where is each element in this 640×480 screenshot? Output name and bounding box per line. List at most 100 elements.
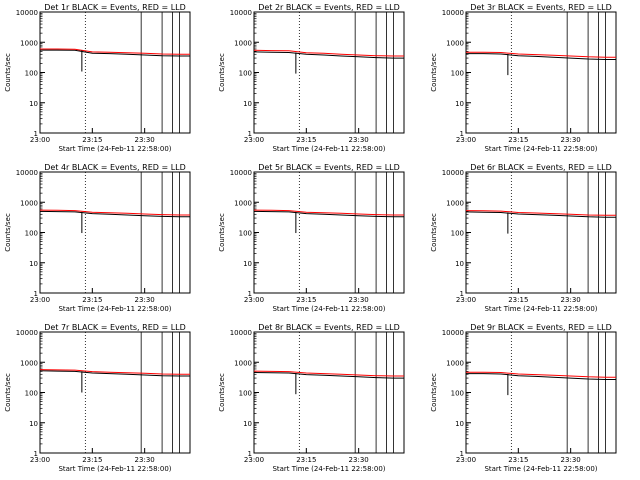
y-tick-label: 100 [451, 230, 464, 238]
y-tick-label: 100 [239, 390, 252, 398]
x-axis-label: Start Time (24-Feb-11 22:58:00) [272, 145, 385, 153]
y-tick-label: 10000 [16, 169, 38, 177]
y-tick-label: 10 [243, 260, 252, 268]
y-tick-label: 100 [239, 70, 252, 78]
y-tick-label: 100 [451, 390, 464, 398]
plot-frame [253, 171, 405, 294]
lld-series-line [466, 210, 616, 216]
y-tick-label: 1000 [20, 199, 38, 207]
y-tick-label: 10 [455, 420, 464, 428]
panel-title: Det 7r BLACK = Events, RED = LLD [44, 323, 186, 332]
y-axis-label: Counts/sec [218, 373, 226, 412]
y-tick-label: 10000 [442, 9, 464, 17]
x-tick-label: 23:15 [82, 456, 102, 464]
x-axis-label: Start Time (24-Feb-11 22:58:00) [484, 465, 597, 473]
x-tick-label: 23:00 [244, 456, 264, 464]
y-tick-label: 1 [34, 130, 38, 138]
x-tick-label: 23:30 [135, 456, 155, 464]
lld-series-line [466, 371, 616, 378]
lld-series-line [466, 51, 616, 58]
x-tick-label: 23:30 [561, 136, 581, 144]
panel-det-7: Det 7r BLACK = Events, RED = LLD 1 10 100 10… [4, 323, 191, 473]
y-tick-label: 10 [29, 420, 38, 428]
plot-data [466, 172, 616, 293]
lld-series-line [40, 209, 190, 216]
panel-det-1: Det 1r BLACK = Events, RED = LLD 1 10 100 10… [4, 3, 191, 153]
x-tick-label: 23:30 [135, 136, 155, 144]
x-tick-label: 23:00 [244, 136, 264, 144]
events-series-line [254, 372, 404, 379]
y-axis-label: Counts/sec [4, 373, 12, 412]
panel-title: Det 9r BLACK = Events, RED = LLD [470, 323, 612, 332]
x-tick-label: 23:30 [349, 136, 369, 144]
events-series-line [466, 373, 616, 380]
plot-frame [465, 331, 617, 454]
y-axis-label: Counts/sec [4, 53, 12, 92]
panel-title: Det 8r BLACK = Events, RED = LLD [258, 323, 400, 332]
y-axis-label: Counts/sec [430, 373, 438, 412]
y-tick-label: 1 [248, 450, 252, 458]
x-tick-label: 23:15 [296, 296, 316, 304]
plot-data [40, 12, 190, 133]
plot-data [466, 332, 616, 453]
events-series-line [466, 53, 616, 60]
y-tick-label: 1 [34, 450, 38, 458]
panel-det-3: Det 3r BLACK = Events, RED = LLD 1 10 100 10… [430, 3, 617, 153]
plot-frame [39, 171, 191, 294]
x-tick-label: 23:30 [349, 296, 369, 304]
x-tick-label: 23:15 [508, 296, 528, 304]
panel-title: Det 4r BLACK = Events, RED = LLD [44, 163, 186, 172]
x-tick-label: 23:30 [135, 296, 155, 304]
events-series-line [40, 210, 190, 218]
x-tick-label: 23:15 [82, 296, 102, 304]
y-tick-label: 10 [29, 100, 38, 108]
y-tick-label: 10000 [230, 169, 252, 177]
plot-frame [39, 331, 191, 454]
plot-data [40, 332, 190, 453]
y-tick-label: 100 [25, 230, 38, 238]
y-tick-label: 10000 [442, 329, 464, 337]
y-tick-label: 1 [460, 450, 464, 458]
y-tick-label: 10 [455, 100, 464, 108]
x-tick-label: 23:00 [456, 296, 476, 304]
panel-det-8: Det 8r BLACK = Events, RED = LLD 1 10 100 10… [218, 323, 405, 473]
panel-det-6: Det 6r BLACK = Events, RED = LLD 1 10 100 10… [430, 163, 617, 313]
plot-frame [253, 11, 405, 134]
y-axis-label: Counts/sec [430, 213, 438, 252]
x-tick-label: 23:15 [508, 136, 528, 144]
y-axis-label: Counts/sec [218, 213, 226, 252]
y-tick-label: 10 [455, 260, 464, 268]
y-tick-label: 100 [25, 70, 38, 78]
y-tick-label: 100 [25, 390, 38, 398]
y-tick-label: 1 [34, 290, 38, 298]
plot-data [254, 332, 404, 453]
panel-det-2: Det 2r BLACK = Events, RED = LLD 1 10 100 10… [218, 3, 405, 153]
x-tick-label: 23:00 [456, 136, 476, 144]
events-series-line [40, 370, 190, 377]
panel-title: Det 5r BLACK = Events, RED = LLD [258, 163, 400, 172]
events-series-line [254, 210, 404, 218]
y-tick-label: 100 [239, 230, 252, 238]
x-tick-label: 23:15 [296, 456, 316, 464]
y-axis-label: Counts/sec [4, 213, 12, 252]
plot-data [254, 12, 404, 133]
x-tick-label: 23:00 [30, 456, 50, 464]
plot-frame [253, 331, 405, 454]
events-series-line [466, 211, 616, 218]
x-tick-label: 23:15 [508, 456, 528, 464]
y-tick-label: 10000 [16, 9, 38, 17]
x-axis-label: Start Time (24-Feb-11 22:58:00) [58, 145, 171, 153]
y-tick-label: 100 [451, 70, 464, 78]
plot-data [254, 172, 404, 293]
panel-title: Det 2r BLACK = Events, RED = LLD [258, 3, 400, 12]
panel-det-5: Det 5r BLACK = Events, RED = LLD 1 10 100 10… [218, 163, 405, 313]
y-tick-label: 10 [29, 260, 38, 268]
x-tick-label: 23:00 [30, 296, 50, 304]
y-tick-label: 10000 [230, 329, 252, 337]
x-tick-label: 23:00 [456, 456, 476, 464]
y-tick-label: 1000 [20, 39, 38, 47]
x-axis-label: Start Time (24-Feb-11 22:58:00) [272, 305, 385, 313]
events-series-line [254, 51, 404, 59]
x-tick-label: 23:30 [561, 456, 581, 464]
